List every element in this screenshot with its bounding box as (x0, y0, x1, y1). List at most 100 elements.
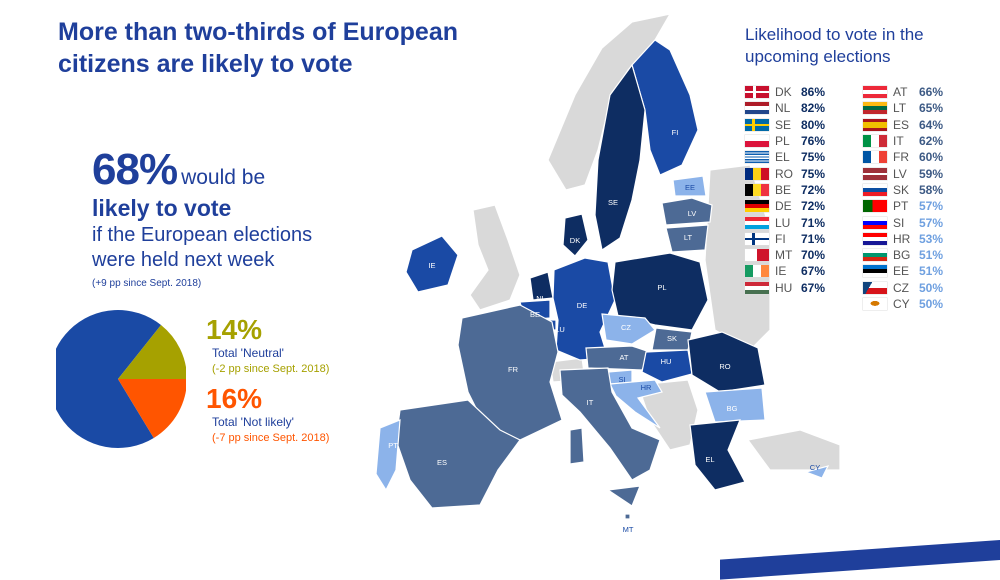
map-label-lu: LU (555, 325, 565, 334)
legend-code: HU (775, 280, 793, 295)
legend-row-dk: DK 86% (745, 84, 825, 100)
legend-value: 72% (801, 182, 826, 197)
flag-pl-icon (745, 135, 769, 148)
map-hr (609, 379, 663, 429)
flag-ee-icon (863, 265, 887, 278)
legend-value: 51% (919, 248, 944, 263)
legend-row-pl: PL 76% (745, 133, 825, 149)
legend-row-de: DE 72% (745, 198, 825, 214)
legend-code: MT (775, 248, 793, 263)
pie-slice-not-likely (118, 379, 186, 439)
flag-lv-icon (863, 167, 887, 180)
legend-code: SE (775, 117, 792, 132)
legend-row-lv: LV 59% (863, 165, 943, 181)
flag-el-icon (745, 151, 769, 164)
flag-lt-icon (863, 102, 887, 115)
legend-value: 53% (919, 231, 944, 246)
map-label-es: ES (437, 458, 447, 467)
flag-hu-icon (745, 281, 769, 294)
map-label-hu: HU (661, 357, 672, 366)
flag-cy-icon (863, 298, 887, 310)
map-label-fr: FR (508, 365, 519, 374)
map-label-lv: LV (688, 209, 697, 218)
legend-code: DE (775, 199, 792, 214)
legend-row-ro: RO 75% (745, 165, 825, 181)
map-it (559, 367, 661, 481)
map-hu (641, 349, 693, 383)
legend-row-fi: FI 71% (745, 231, 825, 247)
flag-at-icon (863, 86, 887, 99)
legend-row-mt: MT 70% (745, 247, 825, 263)
legend-code: ES (893, 117, 910, 132)
flag-si-icon (863, 216, 887, 229)
neutral-stat: 14% Total 'Neutral' (-2 pp since Sept. 2… (206, 314, 329, 375)
map-cy (804, 465, 830, 479)
legend-code: CZ (893, 280, 909, 295)
not-likely-change: (-7 pp since Sept. 2018) (212, 432, 330, 444)
map-label-dk: DK (570, 236, 580, 245)
legend-value: 75% (801, 150, 826, 165)
flag-pt-icon (863, 200, 887, 213)
legend-column-left: DK 86% NL 82% SE 80% PL 76% EL 75% RO 75% BE 72% DE 72%… (745, 84, 825, 296)
map-ee (672, 175, 707, 197)
flag-nl-icon (745, 102, 769, 115)
legend-row-hu: HU 67% (745, 280, 825, 296)
legend-code: PT (893, 199, 909, 214)
flag-fi-icon (745, 232, 769, 245)
not-likely-percent: 16% (206, 383, 263, 414)
legend-code: AT (893, 85, 908, 100)
map-label-nl: NL (536, 294, 546, 303)
legend-value: 76% (801, 134, 826, 149)
flag-be-icon (745, 183, 769, 196)
legend-row-sk: SK 58% (863, 182, 943, 198)
legend-code: FI (775, 231, 786, 246)
map-label-at: AT (619, 353, 628, 362)
headline-change: (+9 pp since Sept. 2018) (92, 278, 202, 289)
headline-would: would be (181, 166, 266, 189)
legend-code: CY (893, 297, 910, 311)
map-label-ro: RO (719, 362, 730, 371)
flag-hr-icon (863, 232, 887, 245)
map-ie (405, 235, 459, 293)
legend-value: 51% (919, 264, 944, 279)
legend-value: 65% (919, 101, 944, 116)
map-fr (457, 304, 563, 441)
legend-code: IE (775, 264, 787, 279)
legend-code: IT (893, 134, 904, 149)
legend-row-ie: IE 67% (745, 263, 825, 279)
headline-likely: likely to vote (92, 195, 232, 221)
legend-code: LV (893, 166, 907, 181)
map-es (395, 399, 521, 509)
map-pl (611, 252, 709, 331)
map-label-hr: HR (641, 383, 652, 392)
legend-row-be: BE 72% (745, 182, 825, 198)
flag-de-icon (745, 200, 769, 213)
flag-cz-icon (863, 281, 887, 294)
legend-code: RO (775, 166, 793, 181)
legend-value: 71% (801, 215, 826, 230)
map-fi (631, 39, 699, 176)
legend-value: 67% (801, 280, 826, 295)
legend-value: 82% (801, 101, 826, 116)
map-dk (562, 213, 589, 257)
legend-code: NL (775, 101, 791, 116)
map-bg (704, 387, 766, 423)
legend-value: 64% (919, 117, 944, 132)
legend-row-cz: CZ 50% (863, 280, 943, 296)
legend-value: 66% (919, 85, 944, 100)
legend-value: 57% (919, 215, 944, 230)
flag-mt-icon (745, 249, 769, 262)
legend-code: PL (775, 134, 790, 149)
legend-code: BE (775, 182, 792, 197)
map-label-cz: CZ (621, 323, 631, 332)
legend-row-el: EL 75% (745, 149, 825, 165)
map-label-it: IT (587, 398, 594, 407)
legend-value: 72% (801, 199, 826, 214)
map-ro (687, 331, 766, 393)
flag-ie-icon (745, 265, 769, 278)
map-label-el: EL (705, 455, 714, 464)
legend-value: 75% (801, 166, 826, 181)
legend-column-right: AT 66% LT 65% ES 64% IT 62% FR 60% LV 59% SK 58% PT 57%… (863, 84, 943, 312)
page-title: More than two-thirds of European citizen… (58, 18, 458, 78)
flag-fr-icon (863, 151, 887, 164)
